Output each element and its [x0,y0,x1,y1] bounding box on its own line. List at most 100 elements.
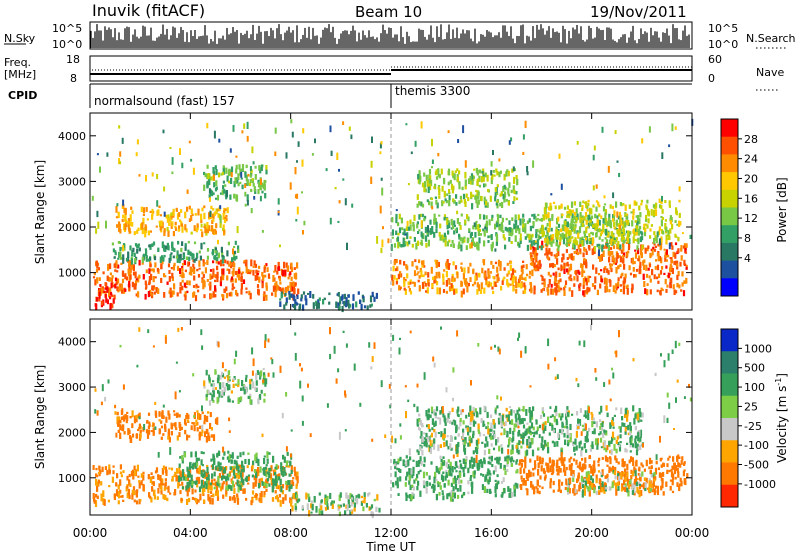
data-cell [645,265,647,271]
data-cell [233,125,235,132]
data-cell [395,214,397,218]
data-cell [105,466,107,470]
data-cell [177,482,179,488]
data-cell [258,498,260,502]
data-cell [551,215,553,221]
data-cell [662,472,664,477]
data-cell [513,275,515,278]
data-cell [164,487,166,491]
data-cell [508,182,510,188]
data-cell [491,287,493,290]
data-cell [412,467,414,473]
data-cell [105,221,107,229]
data-cell [514,225,516,229]
data-cell [681,255,683,261]
data-cell [600,472,602,475]
data-cell [472,237,474,242]
data-cell [438,215,440,217]
data-cell [535,241,537,243]
data-cell [601,487,603,493]
data-cell [242,452,244,456]
data-cell [458,182,460,189]
data-cell [460,480,462,484]
data-cell [683,290,685,296]
data-cell [408,282,410,286]
data-cell [177,266,179,271]
data-cell [480,459,482,464]
data-cell [657,265,659,271]
data-cell [632,216,634,220]
data-cell [516,179,518,186]
data-cell [163,187,165,192]
data-cell [163,466,165,470]
data-cell [537,214,539,216]
data-cell [551,228,553,232]
data-cell [234,177,236,184]
data-cell [536,229,538,232]
data-cell [98,472,100,474]
data-cell [592,465,594,470]
data-cell [297,481,299,483]
data-cell [143,207,145,213]
data-cell [397,237,399,242]
data-cell [179,490,181,494]
data-cell [336,153,338,160]
data-cell [128,269,130,274]
data-cell [600,215,602,219]
data-cell [213,479,215,482]
data-cell [263,491,265,495]
data-cell [170,292,172,298]
data-cell [466,194,468,198]
data-cell [656,461,658,465]
data-cell [530,288,532,292]
data-cell [585,237,587,240]
data-cell [433,443,435,450]
data-cell [295,167,297,174]
data-cell [526,474,528,479]
data-cell [598,470,600,472]
data-cell [397,222,399,226]
data-cell [474,281,476,284]
data-cell [128,430,130,434]
data-cell [536,253,538,256]
data-cell [135,490,137,495]
data-cell [469,176,471,181]
data-cell [431,139,433,146]
data-cell [490,261,492,265]
data-cell [195,481,197,485]
data-cell [169,258,171,263]
data-cell [163,292,165,298]
data-cell [132,473,134,479]
data-cell [295,219,297,222]
data-cell [599,236,601,239]
data-cell [416,461,418,467]
data-cell [487,240,489,243]
data-cell [203,226,205,228]
data-cell [622,245,624,251]
data-cell [544,281,546,287]
data-cell [391,217,393,222]
beam-title: Beam 10 [355,3,422,21]
data-cell [565,280,567,285]
data-cell [455,229,457,231]
data-cell [305,493,307,500]
data-cell [676,283,678,287]
data-cell [602,457,604,460]
data-cell [151,472,153,475]
data-cell [552,460,554,466]
data-cell [268,471,270,478]
data-cell [248,475,250,477]
data-cell [163,230,165,236]
data-cell [200,229,202,231]
data-cell [519,277,521,281]
data-cell [672,491,674,493]
data-cell [280,467,282,472]
data-cell [571,463,573,466]
data-cell [477,178,479,181]
data-cell [607,457,609,462]
data-cell [287,286,289,292]
data-cell [589,222,591,226]
data-cell [250,174,252,178]
data-cell [241,178,243,180]
data-cell [632,471,634,476]
